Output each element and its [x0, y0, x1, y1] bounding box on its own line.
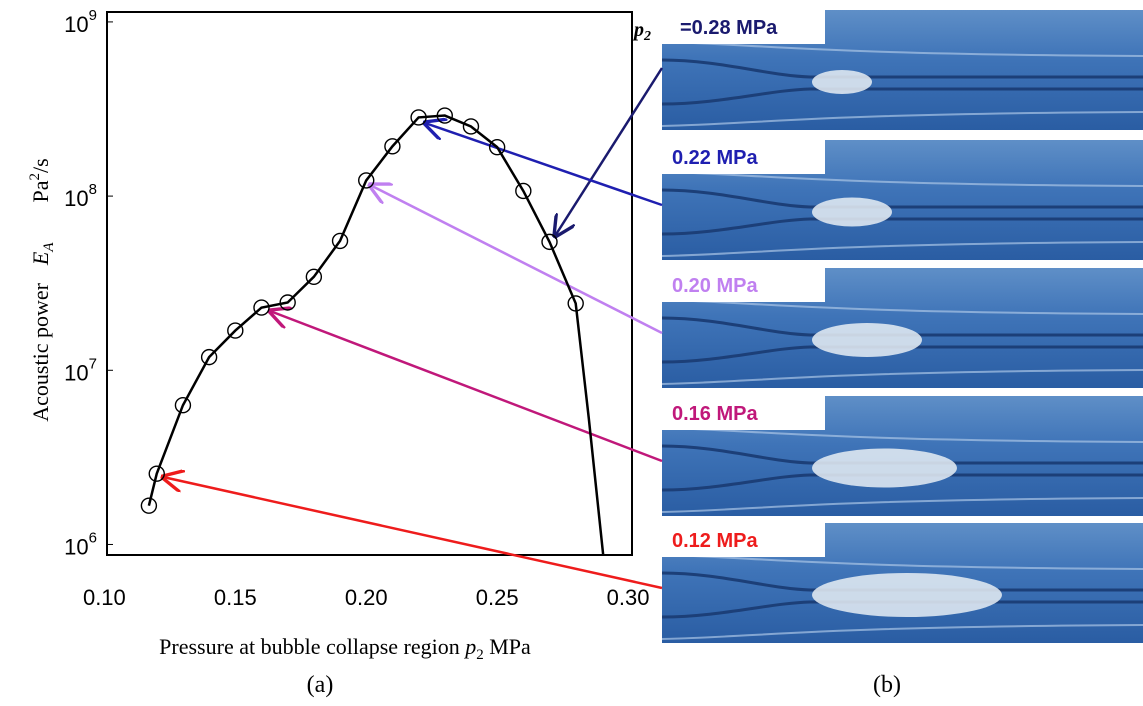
y-tick-exponent: 9: [89, 7, 97, 24]
data-point: [462, 118, 480, 135]
x-tick-label: 0.15: [214, 585, 257, 610]
data-point: [148, 465, 165, 482]
panel-label: =0.28 MPa: [680, 17, 778, 39]
curve: [147, 114, 605, 556]
y-tick-base: 10: [64, 12, 88, 37]
arrow: [425, 123, 663, 207]
x-tick-label: 0.25: [476, 585, 519, 610]
data-point: [174, 397, 192, 414]
arrow: [270, 311, 663, 463]
data-point: [305, 268, 323, 286]
plot-frame: [106, 11, 633, 556]
data-point: [227, 322, 244, 339]
channel: [661, 444, 1143, 492]
x-axis-label: Pressure at bubble collapse region p2 MP…: [159, 634, 531, 663]
channel: [661, 316, 1143, 364]
data-point: [384, 138, 401, 155]
y-tick-base: 10: [64, 186, 88, 211]
y-tick-label: 106: [64, 529, 97, 559]
bubble-cloud: [812, 70, 872, 94]
y-tick-base: 10: [64, 534, 88, 559]
label-box: [660, 521, 825, 557]
data-point: [253, 299, 270, 316]
data-point: [140, 497, 158, 514]
arrows: [163, 67, 664, 590]
bubble-cloud: [812, 323, 922, 357]
bubble-cloud: [812, 573, 1002, 617]
x-tick-label: 0.20: [345, 585, 388, 610]
caption-a: (a): [307, 672, 334, 698]
bubble-cloud: [812, 197, 892, 227]
panel-label: 0.22 MPa: [672, 147, 758, 169]
caption-b: (b): [873, 672, 901, 698]
data-point: [279, 294, 296, 311]
data-point: [331, 232, 349, 250]
data-point: [541, 233, 558, 251]
y-tick-label: 108: [64, 181, 97, 211]
data-point: [200, 348, 218, 366]
y-tick-exponent: 7: [89, 355, 97, 372]
y-tick-base: 10: [64, 360, 88, 385]
panel-label: 0.12 MPa: [672, 530, 758, 552]
prefix-var: p: [632, 19, 644, 41]
data-point: [515, 182, 532, 200]
x-tick-label: 0.30: [607, 585, 650, 610]
data-point: [358, 172, 375, 189]
channel: [661, 571, 1143, 619]
y-tick-exponent: 6: [89, 529, 97, 546]
label-box: [660, 394, 825, 430]
label-box: [660, 266, 825, 302]
panel-label: 0.20 MPa: [672, 275, 758, 297]
label-box: [660, 8, 825, 44]
x-tick-label: 0.10: [83, 585, 126, 610]
channel: [661, 58, 1143, 106]
label-prefix: p2: [632, 19, 651, 44]
channel: [661, 188, 1143, 236]
arrow: [370, 185, 663, 335]
arrow: [163, 477, 663, 590]
y-axis-label: Acoustic powerEAPa2/s: [27, 158, 57, 422]
arrow: [555, 67, 664, 236]
panel-label: 0.16 MPa: [672, 403, 758, 425]
photo-panels: p2 =0.28 MPa 0.22 MPa 0.20 MPa 0.16 MPa 0.12 …: [632, 8, 1143, 643]
bubble-cloud: [812, 448, 957, 488]
y-tick-label: 107: [64, 355, 97, 385]
y-tick-exponent: 8: [89, 181, 97, 198]
prefix-sub: 2: [643, 29, 651, 44]
data-point: [488, 138, 506, 156]
y-tick-label: 109: [64, 7, 97, 37]
label-box: [660, 138, 825, 174]
